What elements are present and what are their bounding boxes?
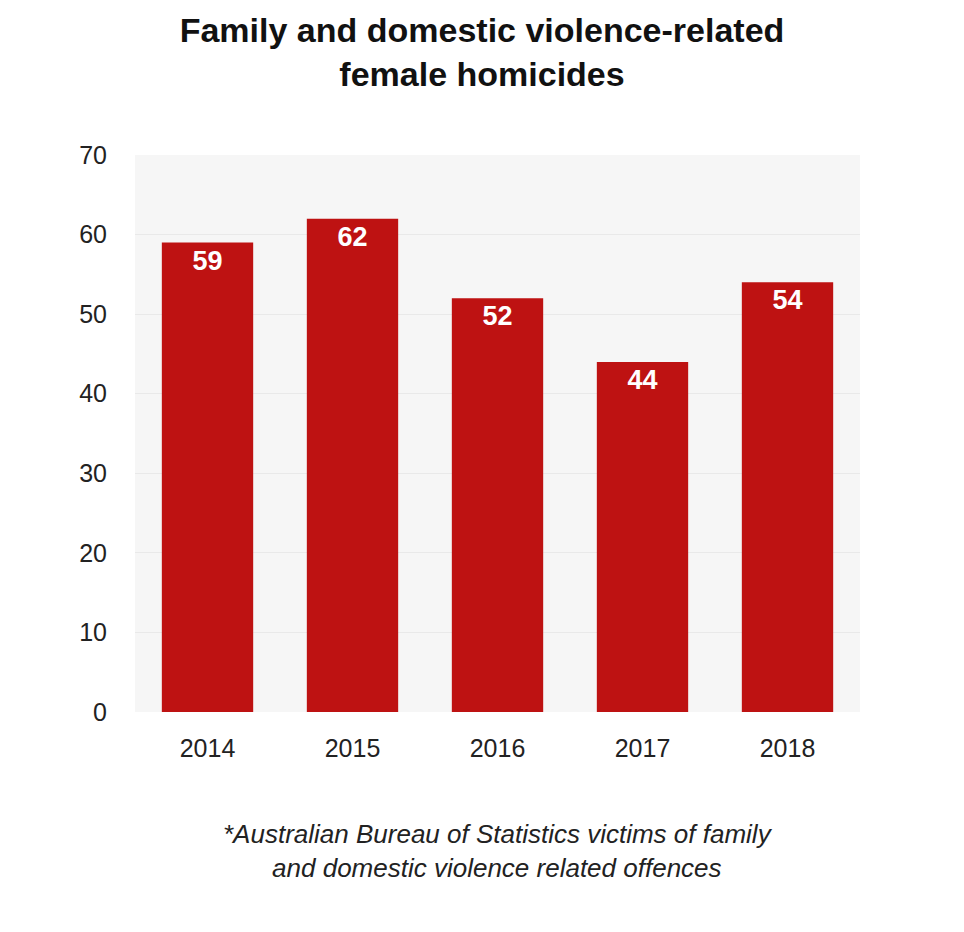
svg-text:54: 54 <box>772 285 802 315</box>
svg-text:70: 70 <box>79 141 107 169</box>
svg-text:2015: 2015 <box>325 734 381 762</box>
svg-text:2016: 2016 <box>470 734 526 762</box>
svg-text:59: 59 <box>192 246 222 276</box>
svg-text:62: 62 <box>337 222 367 252</box>
svg-text:Family and domestic violence-r: Family and domestic violence-relatedfema… <box>180 11 785 93</box>
svg-text:52: 52 <box>482 301 512 331</box>
svg-text:30: 30 <box>79 459 107 487</box>
svg-text:*Australian Bureau of Statisti: *Australian Bureau of Statistics victims… <box>223 819 773 883</box>
svg-text:20: 20 <box>79 539 107 567</box>
svg-text:50: 50 <box>79 300 107 328</box>
svg-text:2017: 2017 <box>615 734 671 762</box>
svg-text:0: 0 <box>93 698 107 726</box>
svg-text:2014: 2014 <box>180 734 236 762</box>
svg-text:2018: 2018 <box>760 734 816 762</box>
svg-text:44: 44 <box>627 365 657 395</box>
svg-text:10: 10 <box>79 618 107 646</box>
svg-text:40: 40 <box>79 379 107 407</box>
svg-text:60: 60 <box>79 220 107 248</box>
